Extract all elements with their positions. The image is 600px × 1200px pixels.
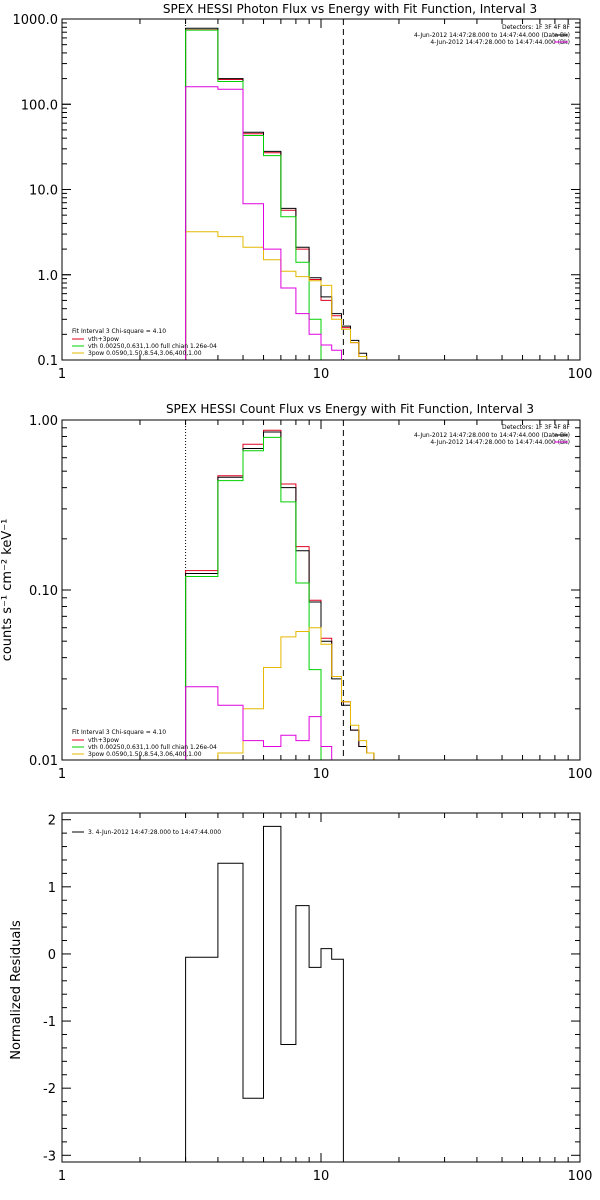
y-tick-label: 10.0 <box>29 184 58 199</box>
photon-flux-series <box>185 27 374 361</box>
count-fit-legend-line-2: vth+3pow <box>88 737 119 744</box>
spectrum-step-line <box>185 686 342 761</box>
y-tick-label: 1.0 <box>37 269 58 284</box>
count-flux-y-axis-label: counts s⁻¹ cm⁻² keV⁻¹ <box>0 519 15 662</box>
spectrum-step-line <box>185 429 381 761</box>
fit-legend-line-1: Fit Interval 3 Chi-square = 4.10 <box>72 328 166 335</box>
photon-flux-fit-legend: Fit Interval 3 Chi-square = 4.10 vth+3po… <box>72 328 217 357</box>
y-tick-label: 0.10 <box>29 584 58 599</box>
fit-legend-line-2: vth+3pow <box>88 336 119 343</box>
spectrum-step-line <box>185 436 332 761</box>
x-tick-label: 100 <box>568 367 593 382</box>
spectrum-step-line <box>185 29 322 360</box>
count-flux-reference-lines <box>185 420 344 760</box>
spectrum-step-line <box>185 29 368 360</box>
x-tick-label: 1 <box>58 767 66 782</box>
spectrum-step-line <box>185 825 344 1162</box>
y-tick-label: 1.00 <box>29 414 58 429</box>
count-flux-panel: SPEX HESSI Count Flux vs Energy with Fit… <box>0 402 592 782</box>
x-tick-label: 100 <box>568 767 593 782</box>
y-tick-label: 100.0 <box>21 98 58 113</box>
count-flux-title: SPEX HESSI Count Flux vs Energy with Fit… <box>166 402 534 416</box>
count-fit-legend-line-4: 3pow 0.0590,1.50,8.54,3.06,400,1.00 <box>88 751 202 758</box>
y-tick-label: 1000.0 <box>13 13 59 28</box>
photon-flux-title: SPEX HESSI Photon Flux vs Energy with Fi… <box>163 2 537 16</box>
residuals-series <box>185 825 344 1162</box>
detector-legend-line-1: Detectors: 1F 3F 4F 8F <box>502 24 571 31</box>
y-tick-label: -3 <box>43 1149 56 1164</box>
count-flux-fit-legend: Fit Interval 3 Chi-square = 4.10 vth+3po… <box>72 729 217 758</box>
count-fit-legend-line-1: Fit Interval 3 Chi-square = 4.10 <box>72 729 166 736</box>
residuals-legend: 3. 4-Jun-2012 14:47:28.000 to 14:47:44.0… <box>88 829 221 836</box>
photon-flux-detector-legend: Detectors: 1F 3F 4F 8F 4-Jun-2012 14:47:… <box>414 24 570 46</box>
detector-legend-line-3: 4-Jun-2012 14:47:28.000 to 14:47:44.000 … <box>430 39 570 46</box>
detector-legend-line-2: 4-Jun-2012 14:47:28.000 to 14:47:44.000 … <box>414 32 570 39</box>
y-tick-label: 0.01 <box>29 754 58 769</box>
photon-flux-axes: 1 10 100 0.1 1.0 10.0 100.0 1000.0 <box>13 13 593 382</box>
count-detector-legend-line-3: 4-Jun-2012 14:47:28.000 to 14:47:44.000 … <box>430 439 570 446</box>
x-tick-label: 10 <box>313 367 330 382</box>
count-fit-legend-line-3: vth 0.00250,0.631,1.00 full chian 1.26e-… <box>88 744 217 751</box>
spectrum-step-line <box>185 27 368 360</box>
residuals-axes: 1 10 100 -3 -2 -1 0 1 2 <box>43 813 592 1184</box>
count-detector-legend-line-2: 4-Jun-2012 14:47:28.000 to 14:47:44.000 … <box>414 432 570 439</box>
residuals-frame <box>61 812 581 1163</box>
spectrum-step-line <box>185 627 381 761</box>
count-detector-legend-line-1: Detectors: 1F 3F 4F 8F <box>502 424 571 431</box>
y-tick-label: 1 <box>48 881 56 896</box>
x-tick-label: 100 <box>568 1169 593 1184</box>
x-tick-label: 10 <box>313 1169 330 1184</box>
count-flux-detector-legend: Detectors: 1F 3F 4F 8F 4-Jun-2012 14:47:… <box>414 424 570 446</box>
x-tick-label: 1 <box>58 367 66 382</box>
spectrum-step-line <box>185 86 351 361</box>
y-tick-label: -1 <box>43 1015 56 1030</box>
residuals-panel: Normalized Residuals 1 10 100 -3 -2 -1 0 1 2 3. … <box>9 812 592 1184</box>
spectrum-step-line <box>185 431 381 761</box>
y-tick-label: 2 <box>48 814 56 829</box>
x-tick-label: 1 <box>58 1169 66 1184</box>
y-tick-label: 0.1 <box>37 354 58 369</box>
photon-flux-frame <box>61 18 581 361</box>
spectrum-step-line <box>185 231 374 361</box>
photon-flux-reference-lines <box>185 19 344 360</box>
y-tick-label: -2 <box>43 1082 56 1097</box>
fit-legend-line-3: vth 0.00250,0.631,1.00 full chian 1.26e-… <box>88 343 217 350</box>
fit-legend-line-4: 3pow 0.0590,1.50,8.54,3.06,400,1.00 <box>88 350 202 357</box>
residuals-y-axis-label: Normalized Residuals <box>9 920 24 1060</box>
count-flux-axes: 1 10 100 0.01 0.10 1.00 <box>29 414 592 782</box>
photon-flux-panel: SPEX HESSI Photon Flux vs Energy with Fi… <box>13 2 593 382</box>
y-tick-label: 0 <box>48 948 56 963</box>
count-flux-frame <box>61 419 581 761</box>
x-tick-label: 10 <box>313 767 330 782</box>
count-flux-series <box>185 429 381 761</box>
